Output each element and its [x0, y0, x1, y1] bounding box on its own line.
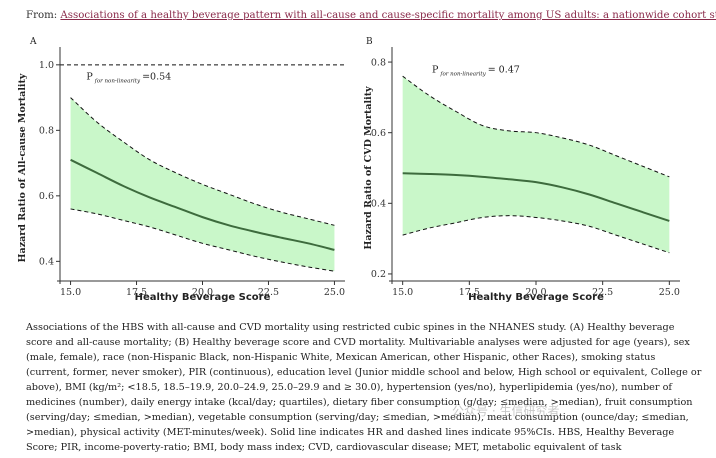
- p-value: =0.54: [142, 72, 171, 83]
- y-tick-label: 0.6: [39, 191, 54, 202]
- x-tick-label: 15.0: [392, 287, 413, 298]
- x-tick-label: 25.0: [659, 287, 680, 298]
- chart-panel-b: 15.0 17.5 20.0 22.5 25.0 0.2 0.4 0.6 0.8 B Healthy…: [363, 37, 680, 303]
- x-axis-title: Healthy Beverage Score: [135, 292, 271, 303]
- p-subscript: for non-linearity: [439, 72, 486, 78]
- chart-panel-a: 15.0 17.5 20.0 22.5 25.0 0.4 0.6 0.8 1.0 A Healthy…: [17, 37, 345, 303]
- panel-label: A: [29, 37, 37, 47]
- x-tick-label: 22.5: [592, 287, 613, 298]
- y-tick-label: 0.8: [371, 57, 386, 68]
- p-value: = 0.47: [488, 65, 520, 76]
- x-tick-label: 20.0: [525, 287, 546, 298]
- y-tick-label: 0.2: [371, 269, 386, 280]
- y-tick-label: 0.6: [371, 128, 386, 139]
- hr-line: [70, 158, 335, 251]
- panel-label: B: [366, 37, 373, 47]
- x-tick-label: 17.5: [459, 287, 480, 298]
- y-tick-label: 0.8: [39, 126, 54, 137]
- ci-lower-line: [70, 208, 335, 272]
- figure-caption: Associations of the HBS with all-cause a…: [26, 322, 702, 453]
- source-line: From: Associations of a healthy beverage…: [26, 10, 716, 21]
- ci-upper-line: [402, 75, 670, 178]
- p-symbol: P: [432, 65, 439, 76]
- watermark: 公众号 · 生信研究者: [452, 404, 560, 418]
- y-tick-label: 1.0: [39, 60, 54, 71]
- ci-upper-line: [70, 97, 335, 226]
- x-tick-label: 25.0: [324, 287, 345, 298]
- x-axis-title: Healthy Beverage Score: [468, 292, 604, 303]
- y-axis-title: Hazard Ratio of CVD Mortality: [363, 86, 374, 250]
- p-symbol: P: [86, 72, 93, 83]
- ci-lower-line: [402, 215, 670, 254]
- y-tick-label: 0.4: [39, 257, 54, 268]
- source-article-link[interactable]: Associations of a healthy beverage patte…: [60, 10, 716, 21]
- x-tick-label: 15.0: [60, 287, 81, 298]
- y-axis-title: Hazard Ratio of All-cause Mortality: [17, 73, 28, 262]
- source-prefix: From:: [26, 10, 61, 21]
- p-subscript: for non-linearity: [94, 79, 141, 85]
- x-tick-label: 20.0: [192, 287, 213, 298]
- hr-line: [402, 172, 670, 222]
- ci-band: [70, 97, 335, 272]
- x-tick-label: 17.5: [126, 287, 147, 298]
- y-tick-label: 0.4: [371, 199, 386, 210]
- x-tick-label: 22.5: [258, 287, 279, 298]
- ci-band: [402, 76, 670, 253]
